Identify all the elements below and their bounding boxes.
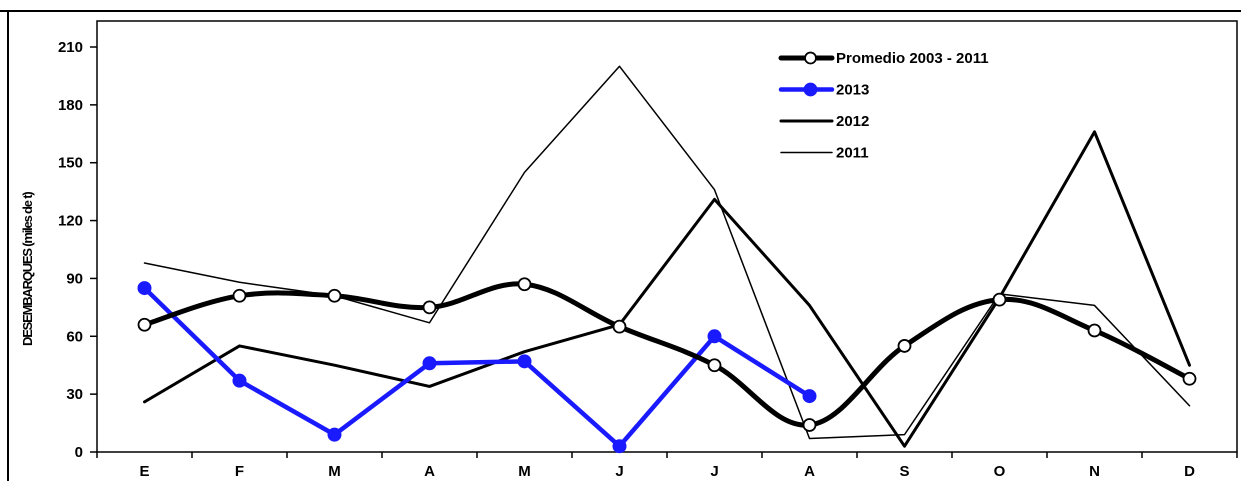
legend-marker-promedio-2003-2011 [804,51,817,65]
plot-area [96,20,1238,453]
x-tick-label: A [424,463,435,480]
point-promedio-2003-2011 [707,358,722,373]
x-tick-label: S [899,463,909,480]
point-2013 [802,389,817,404]
x-tick-label: E [139,463,149,480]
point-promedio-2003-2011 [897,339,912,353]
point-2013 [232,373,247,388]
legend-label-2013: 2013 [836,82,869,99]
y-tick-label: 90 [66,270,83,287]
y-tick-label: 30 [66,386,83,403]
point-2013 [517,354,532,369]
y-tick-label: 210 [58,39,83,56]
x-tick-label: J [710,463,718,480]
y-tick-label: 0 [75,444,83,461]
y-axis-label: DESEMBARQUES (miles de t) [20,192,35,346]
x-tick-label: M [518,463,531,480]
y-tick-label: 120 [58,213,83,230]
point-promedio-2003-2011 [137,317,152,332]
legend-label-promedio-2003-2011: Promedio 2003 - 2011 [836,50,989,67]
point-promedio-2003-2011 [802,418,817,432]
series-markers [137,277,1197,454]
point-promedio-2003-2011 [327,288,342,303]
series-line-2013 [142,285,812,449]
point-promedio-2003-2011 [232,288,247,303]
point-promedio-2003-2011 [422,300,437,315]
point-2013 [137,281,152,296]
x-tick-label: D [1184,463,1195,480]
point-2013 [707,329,722,344]
point-promedio-2003-2011 [517,277,532,292]
x-tick-label: N [1089,463,1100,480]
point-promedio-2003-2011 [1087,323,1102,338]
legend-label-2012: 2012 [836,113,869,130]
legend-label-2011: 2011 [836,145,869,162]
series-line-2011 [143,65,1191,440]
legend: Promedio 2003 - 2011 2013 2012 2011 [778,50,989,162]
y-tick-label: 60 [66,328,83,345]
y-tick-label: 150 [58,155,83,172]
point-promedio-2003-2011 [612,319,627,334]
y-tick-label: 180 [58,97,83,114]
x-tick-label: O [994,463,1006,480]
x-tick-label: F [235,463,244,480]
series-lines [142,65,1192,449]
legend-marker-2013 [803,82,818,97]
series-line-2012 [143,130,1191,448]
x-tick-label: A [804,463,815,480]
point-2013 [327,427,342,442]
axis-ticks: 0 30 60 90 120 150 180 210 E F M A M J J A S O N D [58,39,1238,480]
point-2013 [422,356,437,371]
point-promedio-2003-2011 [992,292,1007,307]
point-promedio-2003-2011 [1182,371,1197,386]
series-line-promedio-2003-2011 [142,281,1192,428]
point-2013 [612,439,627,454]
x-tick-label: M [328,463,341,480]
x-tick-label: J [615,463,623,480]
